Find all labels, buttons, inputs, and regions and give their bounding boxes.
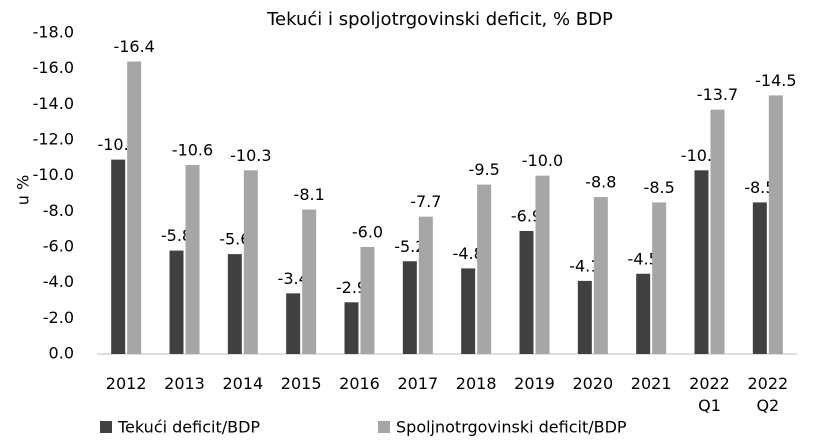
data-label: -7.7 [410, 192, 441, 211]
bar [593, 197, 608, 354]
x-tick-label: 2017 [397, 374, 439, 393]
y-tick-label: -4.0 [43, 272, 74, 291]
data-label: -8.5 [644, 178, 675, 197]
y-tick-label: -14.0 [33, 94, 74, 113]
data-label: -5.8 [161, 226, 192, 245]
chart-title: Tekući i spoljotrgovinski deficit, % BDP [266, 9, 613, 30]
bar [710, 109, 725, 354]
y-tick-label: -8.0 [43, 201, 74, 220]
y-tick-label: -10.0 [33, 165, 74, 184]
legend-swatch [100, 421, 112, 433]
data-label: -6.0 [352, 223, 383, 242]
data-label: -5.6 [219, 230, 250, 249]
x-tick-label: 2022 Q2 [747, 374, 789, 415]
x-tick-label: 2012 [105, 374, 147, 393]
bar [461, 268, 476, 354]
bar [111, 159, 126, 354]
bar [577, 280, 592, 354]
x-tick-label: 2019 [514, 374, 555, 393]
legend-label: Spoljnotrgovinski deficit/BDP [396, 418, 627, 437]
data-label: -3.4 [278, 269, 309, 288]
data-label: -6.9 [511, 206, 542, 225]
data-label: -2.9 [336, 278, 367, 297]
x-tick-label: 2022 Q1 [689, 374, 730, 415]
data-label: -8.8 [585, 173, 616, 192]
bar [227, 254, 242, 354]
data-label: -4.8 [453, 244, 484, 263]
bar [243, 170, 258, 354]
data-label: -13.7 [697, 85, 738, 104]
data-label: -4.1 [569, 256, 600, 275]
data-label: -10.6 [172, 140, 213, 159]
data-label: -10.3 [230, 146, 271, 165]
y-tick-label: -2.0 [43, 308, 74, 327]
data-label: -5.2 [394, 237, 425, 256]
data-label: -10.0 [522, 151, 563, 170]
bar [694, 170, 709, 354]
bar [535, 175, 550, 354]
bar [344, 302, 359, 354]
bar [519, 230, 534, 354]
y-tick-label: 0.0 [49, 344, 74, 363]
bar [286, 293, 301, 354]
bar [768, 95, 783, 355]
bar [169, 250, 184, 354]
data-label: -9.5 [469, 160, 500, 179]
bar [302, 209, 317, 354]
x-tick-label: 2018 [455, 374, 497, 393]
bar [652, 202, 667, 354]
y-tick-label: -12.0 [33, 130, 74, 149]
data-label: -14.5 [755, 71, 796, 90]
bar [185, 164, 200, 354]
bar [127, 61, 142, 355]
legend-label: Tekući deficit/BDP [117, 418, 260, 437]
x-tick-label: 2021 [630, 374, 672, 393]
x-tick-label: 2015 [280, 374, 322, 393]
x-tick-label: 2014 [222, 374, 264, 393]
bar [402, 261, 417, 354]
bar [477, 184, 492, 354]
data-label: -4.5 [628, 249, 659, 268]
data-label: -8.5 [744, 178, 775, 197]
data-label: -8.1 [294, 185, 325, 204]
y-tick-label: -16.0 [33, 58, 74, 77]
x-tick-label: 2016 [339, 374, 380, 393]
y-tick-label: -18.0 [33, 23, 74, 42]
bar [360, 247, 375, 354]
bar [752, 202, 767, 354]
y-tick-label: -6.0 [43, 237, 74, 256]
x-tick-label: 2013 [164, 374, 205, 393]
y-axis-label: u % [14, 175, 33, 205]
bar [418, 216, 433, 354]
bar [636, 273, 651, 354]
legend-swatch [378, 421, 390, 433]
x-tick-label: 2020 [572, 374, 614, 393]
data-label: -16.4 [113, 37, 154, 56]
